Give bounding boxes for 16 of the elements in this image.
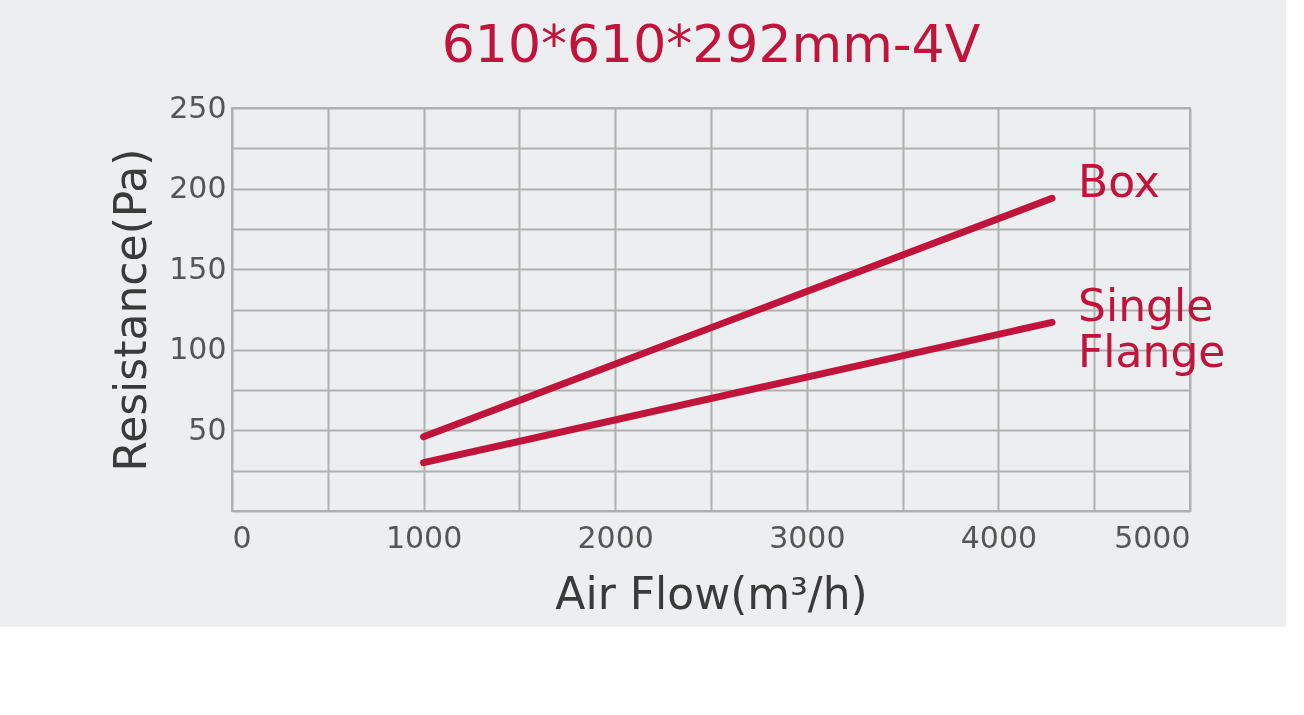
series-label: Single Flange bbox=[1078, 280, 1226, 378]
series-label: Box bbox=[1078, 156, 1160, 208]
x-tick-label: 3000 bbox=[769, 519, 846, 555]
x-axis-title: Air Flow(m³/h) bbox=[555, 567, 868, 619]
y-tick-label: 150 bbox=[169, 250, 227, 286]
y-tick-label: 100 bbox=[169, 331, 227, 367]
chart-title: 610*610*292mm-4V bbox=[441, 14, 981, 74]
y-tick-label: 200 bbox=[169, 170, 227, 206]
x-tick-label: 0 bbox=[232, 519, 252, 555]
y-tick-label: 250 bbox=[169, 89, 227, 125]
x-tick-label: 2000 bbox=[577, 519, 654, 555]
x-tick-label: 4000 bbox=[960, 519, 1038, 555]
y-axis-title: Resistance(Pa) bbox=[105, 148, 157, 472]
y-tick-label: 50 bbox=[188, 411, 227, 447]
x-tick-label: 5000 bbox=[1114, 519, 1191, 555]
x-tick-label: 1000 bbox=[385, 519, 463, 555]
